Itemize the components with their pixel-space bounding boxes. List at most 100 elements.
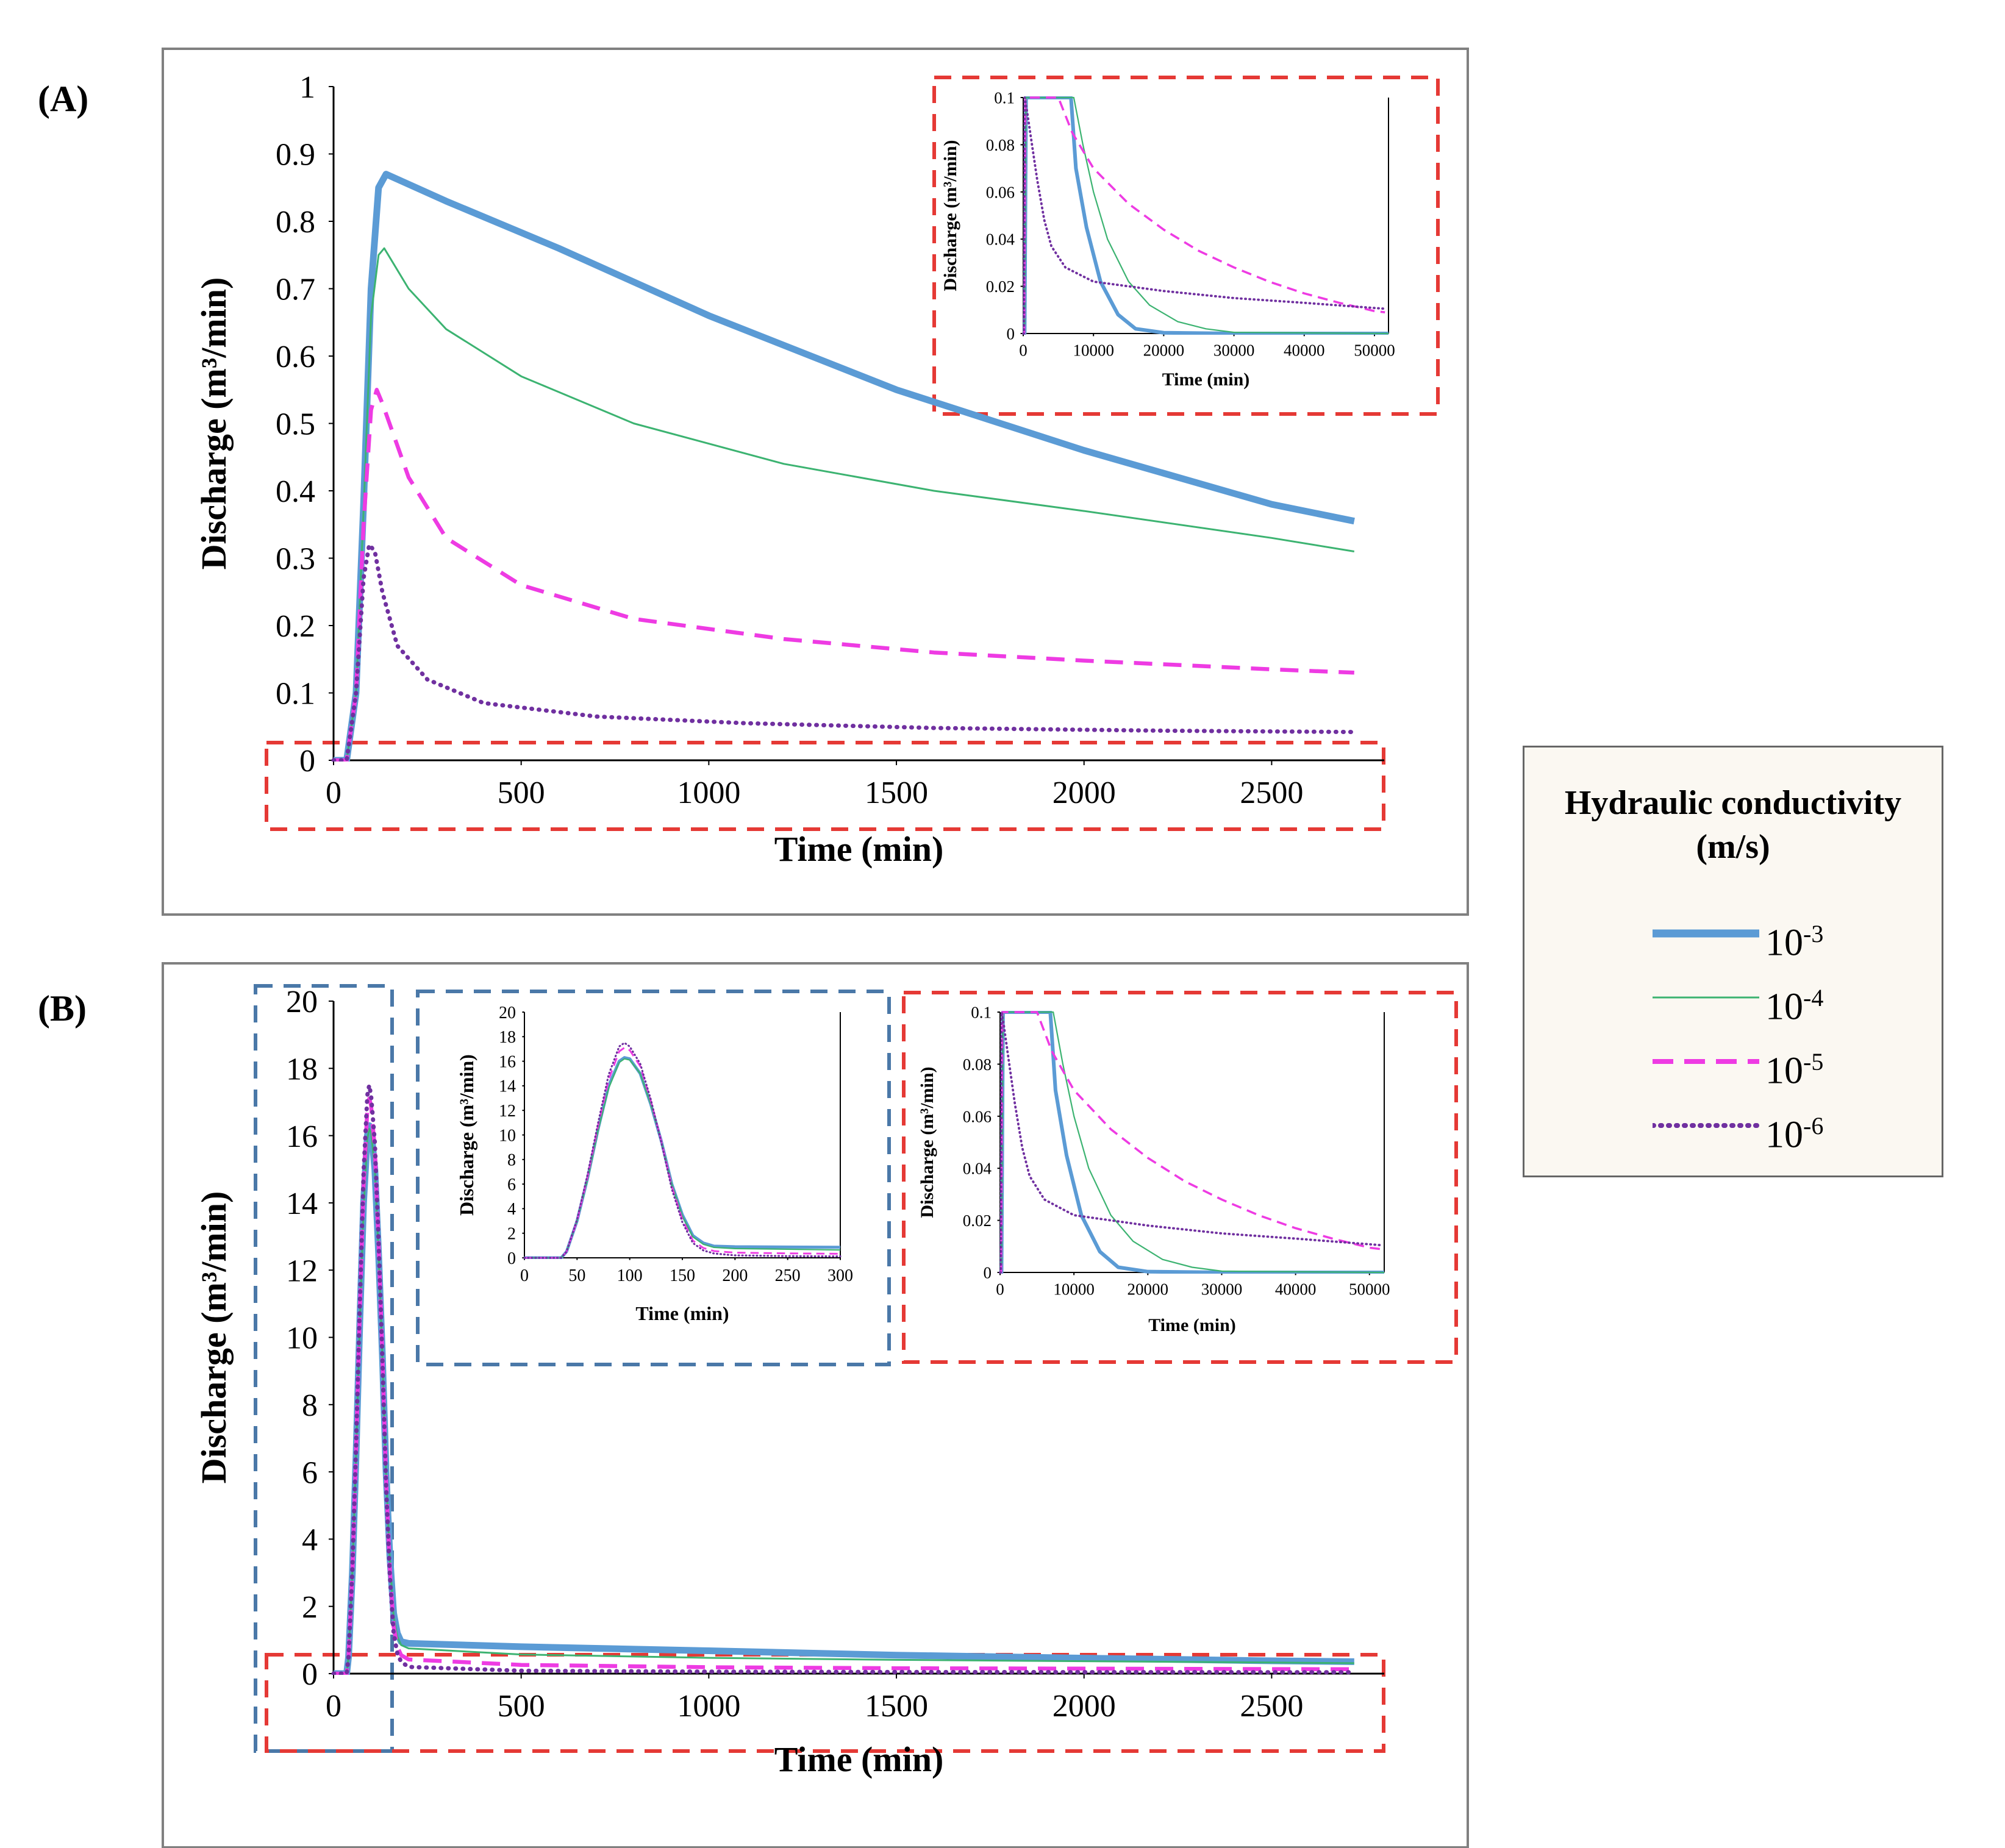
y-tick-label: 18: [499, 1028, 516, 1047]
y-axis-label: Discharge (m³/min): [194, 1191, 234, 1484]
x-tick-label: 50000: [1354, 341, 1395, 359]
y-tick-label: 6: [302, 1455, 318, 1490]
y-tick-label: 0.3: [276, 542, 315, 577]
y-tick-label: 0: [984, 1263, 992, 1282]
legend-line-1e-6: [1653, 1123, 1759, 1128]
y-tick-label: 0.06: [963, 1107, 992, 1126]
x-tick-label: 2500: [1240, 1689, 1303, 1724]
x-axis-label: Time (min): [1148, 1315, 1236, 1335]
series-line-10e-5: [524, 1046, 841, 1259]
series-line-10e-5: [1000, 1011, 1381, 1274]
y-tick-label: 10: [286, 1321, 318, 1356]
y-tick-label: 0.8: [276, 205, 315, 240]
y-axis-label: Discharge (m³/min): [456, 1054, 477, 1216]
y-tick-label: 0.02: [986, 277, 1015, 296]
panel-b-label: (B): [38, 988, 87, 1029]
x-tick-label: 500: [498, 776, 545, 810]
x-tick-label: 0: [326, 1689, 341, 1724]
x-tick-label: 1500: [865, 1689, 928, 1724]
series-line-10e-6: [523, 1041, 842, 1259]
y-axis-label: Discharge (m³/min): [917, 1066, 937, 1218]
panel-a-label: (A): [38, 79, 89, 119]
y-tick-label: 0.6: [276, 340, 315, 374]
series-line-10e-4: [334, 247, 1355, 762]
y-tick-label: 0: [302, 1657, 318, 1692]
panel-b-zoom-box-inset-left: [416, 990, 891, 1366]
y-tick-label: 10: [499, 1126, 516, 1145]
series-line-10e-5: [334, 388, 1354, 762]
x-axis-label: Time (min): [774, 1739, 944, 1779]
x-tick-label: 150: [670, 1266, 695, 1285]
x-tick-label: 40000: [1284, 341, 1325, 359]
x-tick-label: 500: [498, 1689, 545, 1724]
panel-a-zoom-box-bottom: [265, 741, 1385, 831]
y-tick-label: 6: [507, 1176, 516, 1194]
y-tick-label: 4: [507, 1200, 516, 1219]
series-line-10e-5: [1023, 96, 1385, 335]
y-axis-label: Discharge (m³/min): [194, 277, 234, 570]
x-tick-label: 20000: [1128, 1280, 1169, 1298]
x-tick-label: 100: [617, 1266, 643, 1285]
legend-label-1e-6: 10-6: [1765, 1112, 1824, 1156]
x-tick-label: 0: [1019, 341, 1028, 359]
legend-line-1e-3: [1653, 929, 1759, 938]
y-tick-label: 16: [499, 1052, 516, 1071]
legend-title: Hydraulic conductivity (m/s): [1524, 781, 1942, 869]
y-axis-label: Discharge (m³/min): [940, 140, 960, 291]
legend-line-1e-5: [1653, 1059, 1759, 1064]
y-tick-label: 0: [299, 744, 315, 779]
legend-line-1e-4: [1653, 996, 1759, 999]
y-tick-label: 0.08: [963, 1055, 992, 1074]
y-tick-label: 8: [302, 1388, 318, 1423]
x-tick-label: 250: [775, 1266, 801, 1285]
chart-A-inset: 0 0.02 0.04 0.06 0.08 0.1 0 10000 20000 30000 4000…: [940, 88, 1395, 390]
y-tick-label: 0: [1007, 324, 1015, 343]
y-tick-label: 0.1: [971, 1003, 992, 1021]
panel-b-zoom-box-bottom: [265, 1653, 1385, 1753]
legend-entry-1e-5: 10-5: [1524, 1031, 1942, 1092]
chart-A-main: 0 0.1 0.2 0.3 0.4 0.5 0.6 0.7 0.8 0.9 1 0 500 1000 150…: [194, 70, 1384, 869]
y-tick-label: 0.08: [986, 136, 1015, 154]
y-tick-label: 0.04: [963, 1160, 992, 1178]
y-tick-label: 0.1: [276, 677, 315, 712]
y-tick-label: 20: [499, 1004, 516, 1022]
y-tick-label: 14: [286, 1186, 318, 1221]
y-tick-label: 0.2: [276, 609, 315, 644]
legend-label-1e-5: 10-5: [1765, 1048, 1824, 1092]
y-tick-label: 0.5: [276, 407, 315, 442]
y-tick-label: 18: [286, 1052, 318, 1087]
x-tick-label: 10000: [1073, 341, 1114, 359]
series-line-10e-4: [1023, 96, 1389, 335]
y-tick-label: 0.04: [986, 230, 1015, 249]
y-tick-label: 0.7: [276, 273, 315, 307]
x-tick-label: 0: [326, 776, 341, 810]
y-tick-label: 20: [286, 985, 318, 1019]
x-tick-label: 2500: [1240, 776, 1303, 810]
x-tick-label: 1000: [677, 1689, 740, 1724]
x-tick-label: 2000: [1053, 776, 1116, 810]
legend-title-line1: Hydraulic conductivity: [1564, 784, 1902, 822]
panel-b-frame: [162, 962, 1469, 1848]
y-tick-label: 4: [302, 1523, 318, 1558]
legend-title-line2: (m/s): [1696, 828, 1770, 866]
series-line-10e-6: [331, 542, 1357, 762]
x-tick-label: 200: [722, 1266, 748, 1285]
series-line-10e-6: [1022, 96, 1387, 335]
y-tick-label: 12: [499, 1102, 516, 1121]
x-tick-label: 1000: [677, 776, 740, 810]
legend-entry-1e-6: 10-6: [1524, 1095, 1942, 1156]
plot-area: 00.10.20.30.40.50.60.70.80.910 500 1000 150…: [194, 70, 1395, 1779]
x-tick-label: 2000: [1053, 1689, 1116, 1724]
y-tick-label: 2: [302, 1590, 318, 1625]
x-axis-label: Time (min): [1162, 369, 1250, 390]
x-tick-label: 0: [520, 1266, 529, 1285]
x-tick-label: 50: [568, 1266, 585, 1285]
legend-label-1e-3: 10-3: [1765, 920, 1824, 964]
y-tick-label: 14: [499, 1077, 516, 1096]
chart-B-inset-right: 0 0.02 0.04 0.06 0.08 0.1 0 10000 20000 30000 4000…: [917, 1003, 1390, 1335]
x-tick-label: 0: [996, 1280, 1004, 1298]
series-line-10e-6: [999, 1011, 1382, 1274]
